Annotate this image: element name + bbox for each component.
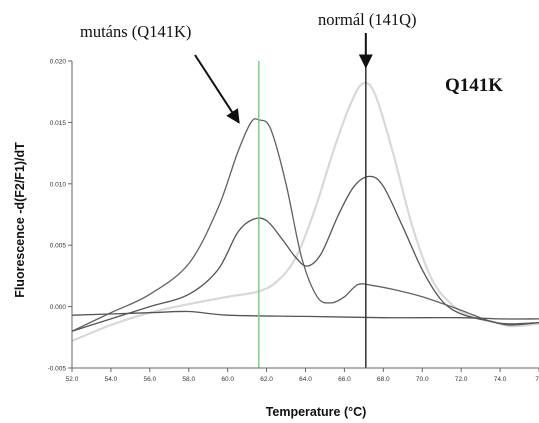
chart-title: Q141K: [445, 75, 503, 96]
series-line-2: [71, 175, 539, 332]
x-tick-label: 72.0: [455, 376, 468, 383]
axes: [71, 61, 539, 369]
x-tick-label: 62.0: [260, 376, 273, 383]
annotation-mutant-arrow: [194, 54, 240, 124]
x-tick-label: 74.0: [494, 376, 507, 383]
annotations: mutáns (Q141K) normál (141Q): [80, 10, 417, 124]
x-tick-label: 68.0: [377, 376, 390, 383]
y-tick-label: 0.015: [50, 120, 67, 127]
y-tick-label: 0.000: [50, 304, 67, 311]
x-tick-label: 58.0: [182, 376, 195, 383]
series-line-3: [71, 81, 539, 343]
x-tick-label: 56.0: [144, 376, 157, 383]
series-lines: [71, 81, 539, 343]
x-tick-label: 52.0: [66, 376, 79, 383]
vertical-marker-lines: [258, 61, 367, 368]
x-axis-label: Temperature (°C): [266, 405, 367, 419]
y-tick-label: 0.010: [50, 181, 67, 188]
series-line-1: [71, 118, 539, 332]
annotation-mutant-label: mutáns (Q141K): [80, 22, 191, 41]
series-line-4: [71, 310, 539, 320]
x-tick-label: 64.0: [299, 376, 312, 383]
y-tick-label: 0.005: [50, 243, 67, 250]
x-tick-label: 60.0: [221, 376, 234, 383]
x-tick-label: 70.0: [416, 376, 429, 383]
x-tick-label: 54.0: [105, 376, 118, 383]
y-axis-label: Fluorescence -d(F2/F1)/dT: [13, 142, 27, 298]
tick-marks: 52.0 54.0 56.0 58.0 60.0 62.0 64.0 66.0 68.0 70.0…: [48, 59, 539, 383]
x-tick-label: 76: [535, 376, 539, 383]
annotation-normal-label: normál (141Q): [318, 10, 417, 29]
y-tick-label: 0.020: [50, 59, 67, 66]
y-tick-label: -0.005: [48, 366, 67, 373]
x-tick-label: 66.0: [338, 376, 351, 383]
